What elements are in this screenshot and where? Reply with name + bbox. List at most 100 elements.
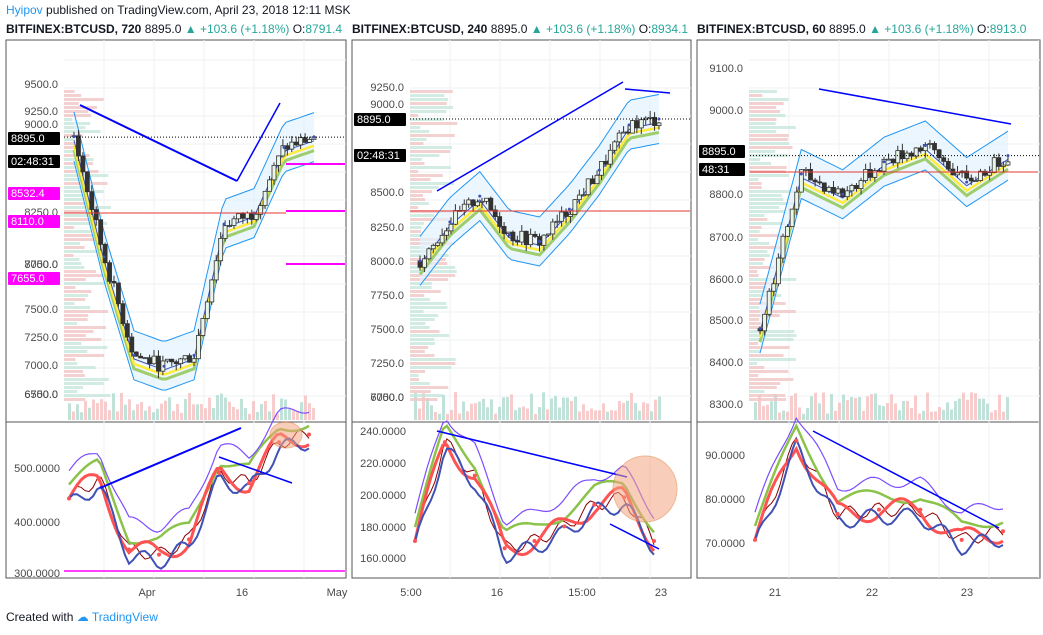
volume-profile-bar bbox=[749, 158, 761, 161]
volume-profile-bar bbox=[749, 318, 760, 321]
price-axis-label: 8000.0 bbox=[370, 256, 404, 268]
volume-profile-bar bbox=[64, 262, 82, 265]
candle-body bbox=[1005, 161, 1011, 166]
price-tag-label: 8895.0 bbox=[702, 146, 736, 158]
volume-bar bbox=[994, 409, 997, 420]
candle-body bbox=[568, 214, 573, 217]
candle-body bbox=[448, 223, 454, 232]
trendline bbox=[79, 104, 238, 182]
volume-bar bbox=[590, 408, 593, 420]
volume-bar bbox=[264, 401, 267, 420]
volume-profile-bar bbox=[410, 146, 452, 149]
publish-header: Hyipov published on TradingView.com, Apr… bbox=[6, 3, 350, 17]
candle-body bbox=[863, 168, 869, 181]
osc-axis-label: 90.0000 bbox=[705, 450, 745, 462]
data-point bbox=[312, 135, 316, 139]
volume-bar bbox=[990, 412, 993, 420]
volume-profile-bar bbox=[749, 234, 792, 237]
candle-body bbox=[124, 323, 130, 338]
volume-bar bbox=[910, 408, 913, 420]
tradingview-link[interactable]: TradingView bbox=[91, 610, 158, 624]
candle-body bbox=[151, 355, 157, 365]
volume-profile-bar bbox=[749, 194, 782, 197]
volume-profile-bar bbox=[749, 186, 762, 189]
price-tag-label: 8110.0 bbox=[11, 216, 44, 228]
volume-profile-bar bbox=[64, 222, 108, 225]
author-link[interactable]: Hyipov bbox=[6, 3, 43, 17]
candle-body bbox=[506, 231, 511, 234]
candle-body bbox=[652, 116, 657, 126]
volume-profile-bar bbox=[749, 138, 788, 141]
osc-point bbox=[127, 547, 131, 552]
volume-bar bbox=[534, 413, 537, 420]
candle-body bbox=[941, 157, 947, 162]
volume-profile-bar bbox=[410, 134, 455, 137]
volume-profile-bar bbox=[749, 150, 776, 153]
open-label: O: bbox=[292, 22, 306, 36]
candle-body bbox=[607, 149, 613, 165]
candle-body bbox=[572, 199, 578, 215]
candle-body bbox=[789, 208, 795, 227]
volume-bar bbox=[762, 405, 765, 420]
volume-bar bbox=[942, 409, 945, 420]
candle-body bbox=[213, 260, 219, 281]
volume-profile-bar bbox=[64, 130, 101, 133]
volume-bar bbox=[76, 404, 79, 420]
trendline bbox=[436, 81, 624, 192]
last-price: 8895.0 bbox=[144, 22, 182, 36]
volume-bar bbox=[858, 396, 861, 420]
volume-bar bbox=[894, 403, 897, 420]
volume-bar bbox=[446, 413, 449, 420]
volume-bar bbox=[112, 393, 115, 420]
candle-body bbox=[612, 141, 618, 151]
volume-profile-bar bbox=[749, 274, 759, 277]
volume-profile-bar bbox=[64, 338, 102, 341]
volume-profile-bar bbox=[749, 198, 784, 201]
volume-bar bbox=[454, 392, 457, 420]
volume-profile-bar bbox=[64, 118, 73, 121]
volume-bar bbox=[946, 402, 949, 420]
volume-profile-bar bbox=[64, 210, 99, 213]
candle-body bbox=[581, 194, 587, 197]
volume-profile-bar bbox=[64, 194, 94, 197]
data-point bbox=[597, 168, 601, 172]
volume-bar bbox=[594, 410, 597, 420]
volume-profile-bar bbox=[410, 186, 439, 189]
candle-body bbox=[138, 355, 144, 359]
volume-profile-bar bbox=[64, 378, 109, 381]
volume-profile-bar bbox=[410, 230, 421, 233]
volume-profile-bar bbox=[64, 242, 81, 245]
candle-body bbox=[630, 120, 635, 134]
volume-profile-bar bbox=[64, 102, 79, 105]
volume-profile-bar bbox=[749, 394, 786, 397]
price-tag bbox=[8, 272, 60, 285]
osc-point bbox=[532, 538, 537, 543]
time-axis-label: 16 bbox=[491, 587, 503, 599]
volume-profile-bar bbox=[749, 338, 794, 341]
price-axis-label: 7250.0 bbox=[24, 332, 58, 344]
volume-profile-bar bbox=[410, 270, 457, 273]
osc-axis-label: 160.0000 bbox=[360, 553, 406, 565]
volume-profile-bar bbox=[64, 398, 86, 401]
candle-body bbox=[927, 143, 933, 145]
volume-bar bbox=[244, 408, 247, 420]
candle-body bbox=[240, 213, 246, 219]
volume-profile-bar bbox=[749, 110, 781, 113]
candle-body bbox=[554, 220, 560, 223]
volume-bar bbox=[954, 401, 957, 420]
volume-bar bbox=[962, 392, 965, 420]
volume-bar bbox=[216, 395, 219, 420]
osc-point bbox=[97, 476, 101, 480]
candle-body bbox=[276, 155, 281, 166]
volume-bar bbox=[918, 413, 921, 420]
volume-profile-bar bbox=[749, 94, 763, 97]
candle-body bbox=[982, 170, 988, 176]
volume-bar bbox=[810, 396, 813, 420]
volume-profile-bar bbox=[64, 314, 89, 317]
data-point bbox=[567, 207, 571, 211]
volume-bar bbox=[758, 394, 761, 420]
price-tag bbox=[354, 113, 406, 126]
data-point bbox=[418, 259, 422, 263]
volume-bar bbox=[630, 393, 633, 420]
